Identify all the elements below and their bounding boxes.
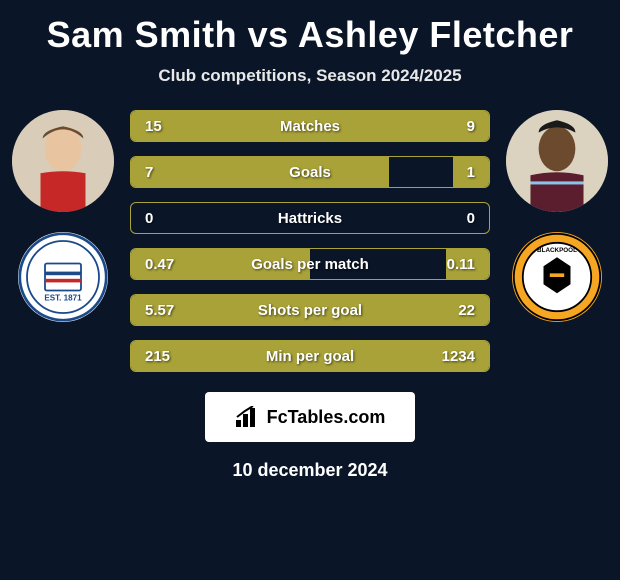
date: 10 december 2024 [8,460,612,481]
stat-row: 7 1 Goals [130,156,490,188]
stat-value-right: 1 [467,164,475,181]
footer-brand: FcTables.com [205,392,415,442]
subtitle: Club competitions, Season 2024/2025 [8,66,612,86]
right-club-logo: BLACKPOOL [512,232,602,322]
stat-value-left: 15 [145,118,162,135]
stat-value-left: 0 [145,210,153,227]
stat-label: Shots per goal [258,302,362,319]
stat-value-right: 9 [467,118,475,135]
stat-value-right: 0 [467,210,475,227]
stat-value-left: 5.57 [145,302,174,319]
stat-row: 0.47 0.11 Goals per match [130,248,490,280]
stat-label: Min per goal [266,348,354,365]
left-club-logo: EST. 1871 [18,232,108,322]
stats-column: 15 9 Matches 7 1 Goals 0 0 Hattricks 0.47 0.11 Goal… [130,110,490,372]
stat-row: 0 0 Hattricks [130,202,490,234]
brand-chart-icon [235,406,261,428]
right-player-photo [506,110,608,212]
stat-value-left: 215 [145,348,170,365]
stat-label: Goals [289,164,331,181]
stat-value-left: 7 [145,164,153,181]
stat-value-right: 22 [458,302,475,319]
stat-label: Hattricks [278,210,342,227]
stat-value-left: 0.47 [145,256,174,273]
left-player-photo [12,110,114,212]
stat-value-right: 1234 [442,348,475,365]
stat-label: Goals per match [251,256,369,273]
stat-label: Matches [280,118,340,135]
title: Sam Smith vs Ashley Fletcher [8,14,612,56]
main-row: EST. 1871 15 9 Matches 7 1 Goals 0 0 Hattricks 0.… [8,110,612,372]
stat-value-right: 0.11 [447,256,475,273]
comparison-card: Sam Smith vs Ashley Fletcher Club compet… [0,0,620,491]
stat-row: 15 9 Matches [130,110,490,142]
stat-row: 5.57 22 Shots per goal [130,294,490,326]
left-column: EST. 1871 [8,110,118,322]
svg-text:EST. 1871: EST. 1871 [44,293,82,302]
brand-text: FcTables.com [267,407,386,428]
bar-left [131,157,389,187]
right-column: BLACKPOOL [502,110,612,322]
svg-text:BLACKPOOL: BLACKPOOL [537,247,577,254]
stat-row: 215 1234 Min per goal [130,340,490,372]
